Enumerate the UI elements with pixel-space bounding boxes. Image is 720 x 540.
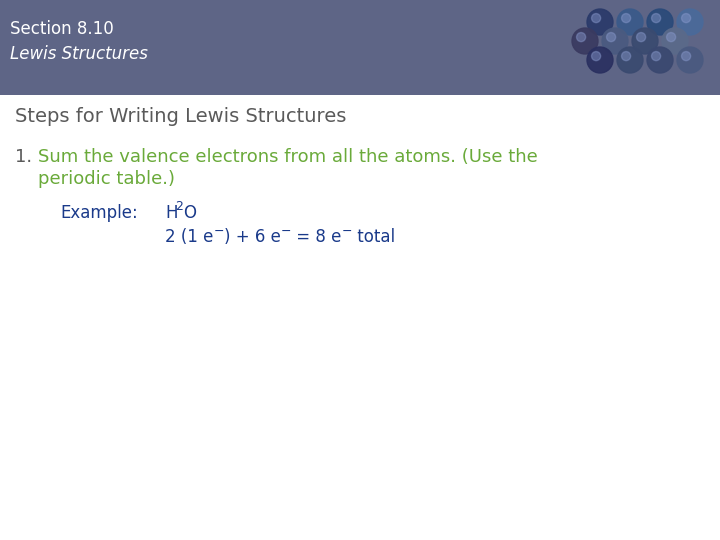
Text: −: − [213, 225, 224, 238]
Text: Lewis Structures: Lewis Structures [10, 45, 148, 63]
Text: ) + 6 e: ) + 6 e [224, 228, 281, 246]
Circle shape [647, 47, 673, 73]
Circle shape [617, 9, 643, 35]
Circle shape [592, 14, 600, 23]
Circle shape [636, 32, 646, 42]
Text: = 8 e: = 8 e [292, 228, 341, 246]
Circle shape [577, 32, 585, 42]
Circle shape [682, 51, 690, 60]
Circle shape [677, 47, 703, 73]
Text: Steps for Writing Lewis Structures: Steps for Writing Lewis Structures [15, 106, 346, 125]
Text: −: − [281, 225, 292, 238]
Circle shape [647, 9, 673, 35]
Circle shape [652, 51, 661, 60]
Circle shape [621, 14, 631, 23]
FancyBboxPatch shape [0, 0, 720, 94]
Circle shape [632, 28, 658, 54]
Text: periodic table.): periodic table.) [38, 171, 175, 188]
Text: Example:: Example: [60, 204, 138, 221]
Circle shape [652, 14, 661, 23]
Circle shape [592, 51, 600, 60]
Text: total: total [352, 228, 395, 246]
Circle shape [617, 47, 643, 73]
Circle shape [572, 28, 598, 54]
Text: Sum the valence electrons from all the atoms. (Use the: Sum the valence electrons from all the a… [38, 148, 538, 166]
Circle shape [587, 47, 613, 73]
Text: H: H [165, 204, 178, 221]
Text: 2 (1 e: 2 (1 e [165, 228, 213, 246]
Text: 1.: 1. [15, 148, 32, 166]
Circle shape [682, 14, 690, 23]
Circle shape [677, 9, 703, 35]
Circle shape [602, 28, 628, 54]
Text: 2: 2 [175, 199, 183, 213]
Text: −: − [341, 225, 352, 238]
Circle shape [587, 9, 613, 35]
Text: Section 8.10: Section 8.10 [10, 20, 114, 38]
Circle shape [667, 32, 675, 42]
Circle shape [621, 51, 631, 60]
Circle shape [606, 32, 616, 42]
Circle shape [662, 28, 688, 54]
Text: O: O [183, 204, 196, 221]
